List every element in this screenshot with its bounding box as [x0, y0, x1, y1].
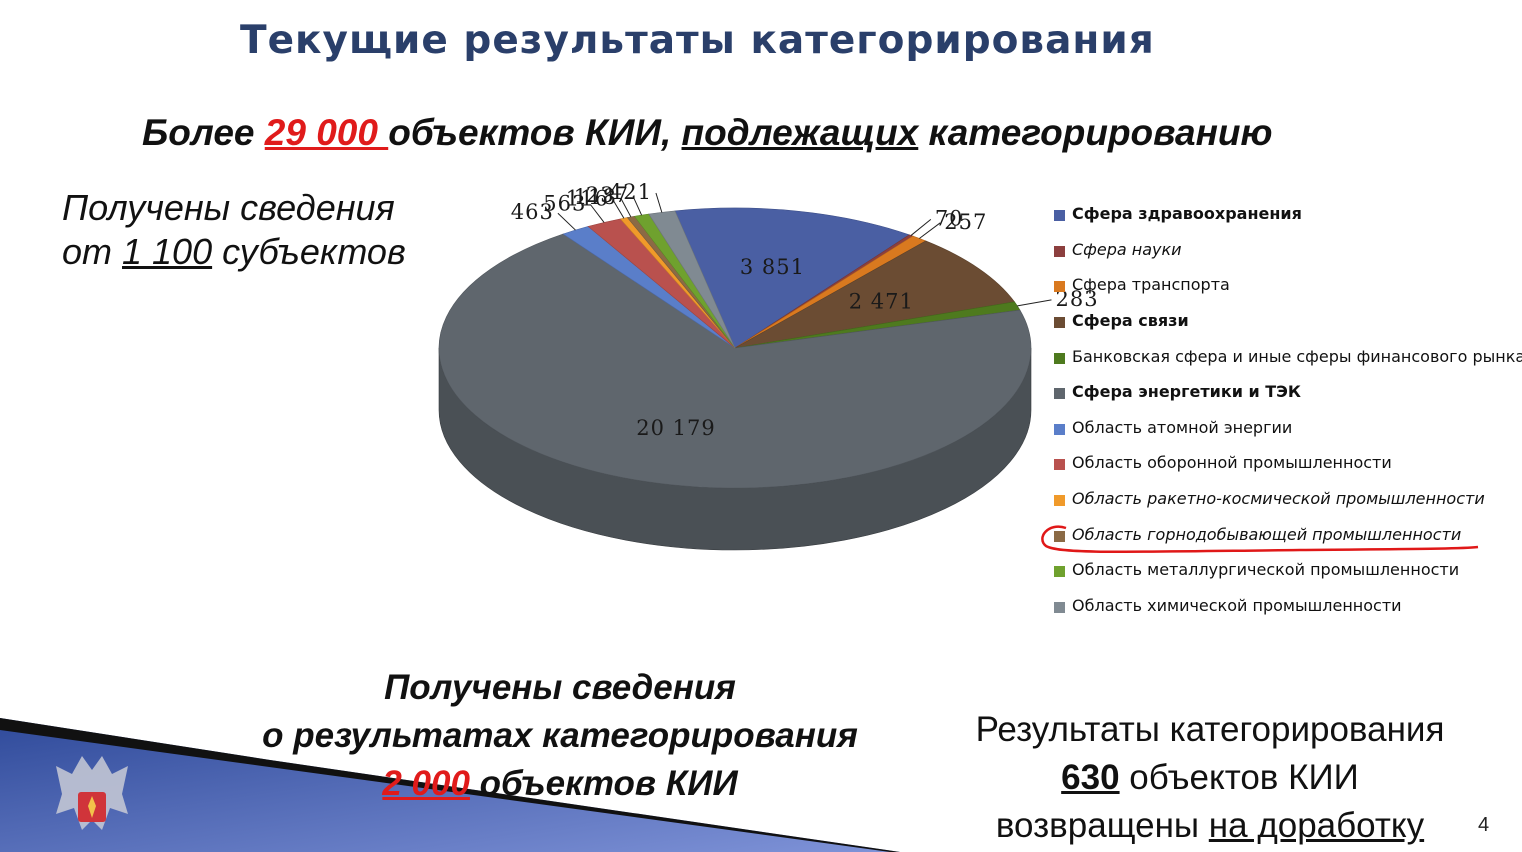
bottom-right-line3-underlined: на доработку [1208, 806, 1425, 845]
leader-line-5 [1017, 299, 1052, 307]
leader-line-2 [910, 218, 932, 236]
data-label-4: 2 471 [849, 289, 914, 313]
legend-item-2: Сфера науки [1054, 232, 1522, 268]
data-label-2: 70 [935, 206, 964, 230]
leader-line-8 [589, 204, 605, 223]
received-line1: Получены сведения [62, 187, 395, 228]
data-label-12: 421 [609, 180, 652, 204]
legend-item-6: Сфера энергетики и ТЭК [1054, 374, 1522, 410]
legend-swatch-8 [1054, 459, 1065, 471]
legend-item-11: Область металлургической промышленности [1054, 552, 1522, 588]
legend-swatch-12 [1054, 601, 1065, 613]
legend-label-11: Область металлургической промышленности [1072, 560, 1460, 580]
legend-item-7: Область атомной энергии [1054, 410, 1522, 446]
slice-4 [734, 240, 1015, 349]
received-line2: от 1 100 субъектов [62, 230, 406, 274]
data-label-8: 563 [543, 192, 586, 216]
received-line2-pre: от [62, 231, 123, 272]
legend-swatch-6 [1054, 388, 1065, 400]
legend-label-2: Сфера науки [1072, 239, 1182, 259]
bottom-left-line3-post: объектов КИИ [469, 764, 738, 803]
legend-swatch-9 [1054, 495, 1065, 507]
headline-underlined: подлежащих [681, 112, 919, 153]
headline-pre: Более [142, 112, 265, 153]
received-number: 1 100 [122, 231, 213, 272]
legend-swatch-10 [1054, 530, 1065, 542]
legend-label-1: Сфера здравоохранения [1072, 204, 1302, 224]
legend-label-4: Сфера связи [1072, 311, 1189, 331]
bottom-right-number: 630 [1061, 758, 1120, 797]
bottom-left-line2: о результатах категорирования [262, 716, 858, 755]
slide-title: Текущие результаты категорирования [240, 18, 1155, 63]
legend-label-3: Сфера транспорта [1072, 275, 1230, 295]
legend-label-6: Сфера энергетики и ТЭК [1072, 382, 1301, 402]
legend-swatch-7 [1054, 423, 1065, 435]
legend-item-3: Сфера транспорта [1054, 267, 1522, 303]
legend-label-8: Область оборонной промышленности [1072, 453, 1392, 473]
bottom-right-line2-post: объектов КИИ [1119, 758, 1359, 797]
legend-item-8: Область оборонной промышленности [1054, 445, 1522, 481]
data-label-11: 237 [586, 183, 629, 207]
legend-item-5: Банковская сфера и иные сферы финансовог… [1054, 338, 1522, 374]
legend-swatch-3 [1054, 281, 1065, 293]
headline-post: категорированию [918, 112, 1273, 153]
legend-swatch-5 [1054, 352, 1065, 364]
legend-swatch-4 [1054, 317, 1065, 329]
data-label-9: 116 [566, 187, 609, 211]
bottom-right-line2: 630 объектов КИИ [930, 754, 1490, 802]
bottom-left-number: 2 000 [382, 764, 470, 803]
leader-line-3 [919, 222, 941, 239]
slice-6 [438, 233, 1032, 489]
legend-label-5: Банковская сфера и иные сферы финансовог… [1072, 346, 1522, 366]
bottom-right-line3: возвращены на доработку [930, 802, 1490, 850]
legend-swatch-1 [1054, 210, 1065, 222]
chart-legend: Сфера здравоохранения Сфера науки Сфера тр… [1054, 196, 1522, 623]
bottom-left-info: Получены сведения о результатах категори… [200, 664, 920, 808]
leader-line-10 [620, 197, 632, 218]
bottom-left-line1: Получены сведения [384, 668, 736, 707]
leader-line-12 [655, 192, 663, 213]
leader-line-11 [632, 195, 643, 216]
bottom-right-line3-pre: возвращены [995, 806, 1209, 845]
headline-number: 29 000 [264, 112, 389, 153]
legend-label-7: Область атомной энергии [1072, 417, 1293, 437]
received-info: Получены сведения от 1 100 субъектов [62, 186, 406, 274]
slice-1 [674, 207, 910, 349]
leader-line-7 [557, 212, 576, 231]
page-number: 4 [1478, 814, 1490, 836]
legend-label-12: Область химической промышленности [1072, 595, 1402, 615]
legend-swatch-2 [1054, 245, 1065, 257]
data-label-7: 463 [511, 200, 554, 224]
data-label-6: 20 179 [636, 416, 715, 440]
decorative-bottom-band [0, 718, 900, 852]
legend-item-12: Область химической промышленности [1054, 588, 1522, 624]
bottom-right-line1: Результаты категорирования [975, 710, 1445, 749]
legend-item-1: Сфера здравоохранения [1054, 196, 1522, 232]
legend-item-10: Область горнодобывающей промышленности [1054, 516, 1522, 552]
legend-item-9: Область ракетно-космической промышленнос… [1054, 481, 1522, 517]
slice-12 [648, 210, 736, 349]
bottom-left-line3: 2 000 объектов КИИ [200, 760, 920, 808]
headline: Более 29 000 объектов КИИ, подлежащих ка… [142, 112, 1273, 154]
data-label-3: 257 [944, 210, 987, 234]
legend-swatch-11 [1054, 566, 1065, 578]
legend-item-4: Сфера связи [1054, 303, 1522, 339]
legend-highlight-underline [1041, 525, 1479, 554]
legend-label-10: Область горнодобывающей промышленности [1072, 524, 1462, 544]
leader-line-9 [612, 199, 625, 219]
data-label-1: 3 851 [740, 255, 805, 279]
emblem-icon [56, 756, 128, 830]
bottom-right-info: Результаты категорирования 630 объектов … [930, 706, 1490, 850]
received-line2-post: субъектов [212, 231, 406, 272]
headline-mid: объектов КИИ, [388, 112, 682, 153]
legend-label-9: Область ракетно-космической промышленнос… [1072, 489, 1485, 509]
data-label-10: 118 [574, 185, 617, 209]
